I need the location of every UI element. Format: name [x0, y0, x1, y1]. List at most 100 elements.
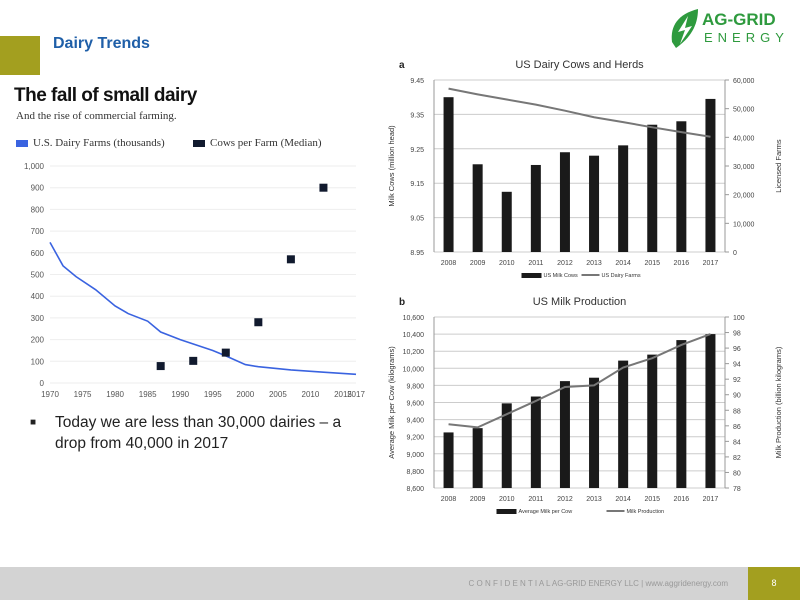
- x-tick-label: 2017: [703, 260, 719, 267]
- bar: [589, 155, 600, 252]
- bar: [559, 381, 570, 488]
- y2-tick-label: 86: [733, 424, 741, 431]
- y-tick-label: 9,600: [406, 401, 424, 408]
- bar: [559, 152, 570, 252]
- bar: [676, 121, 687, 252]
- y-tick-label: 1,000: [24, 162, 45, 171]
- legend-swatch-bar: [496, 509, 517, 514]
- x-tick-label: 2014: [615, 496, 631, 503]
- cows-per-farm-point: [286, 255, 295, 264]
- legend-item-cows: Cows per Farm (Median): [193, 137, 322, 149]
- y-tick-label: 10,000: [403, 366, 425, 373]
- y-tick-label: 10,200: [403, 349, 425, 356]
- y2-tick-label: 10,000: [733, 221, 755, 228]
- x-tick-label: 2017: [347, 390, 365, 399]
- y2-tick-label: 90: [733, 393, 741, 400]
- x-tick-label: 2005: [269, 390, 287, 399]
- bar: [705, 98, 716, 252]
- bullet-point: ■ Today we are less than 30,000 dairies –…: [30, 412, 375, 454]
- x-tick-label: 1980: [106, 390, 124, 399]
- y2-tick-label: 82: [733, 455, 741, 462]
- x-tick-label: 2015: [334, 390, 352, 399]
- x-tick-label: 2016: [674, 496, 690, 503]
- x-tick-label: 2015: [644, 496, 660, 503]
- y2-tick-label: 100: [733, 315, 745, 322]
- footer-bar: C O N F I D E N T I A L AG-GRID ENERGY L…: [0, 567, 748, 600]
- logo-text: AG-GRID: [702, 10, 776, 29]
- y-tick-label: 10,600: [403, 315, 425, 322]
- bullet-text: Today we are less than 30,000 dairies – …: [55, 414, 342, 452]
- page-number: 8: [748, 567, 800, 600]
- bar: [676, 340, 687, 488]
- x-tick-label: 2016: [674, 260, 690, 267]
- legend-label: Cows per Farm (Median): [210, 137, 322, 149]
- y2-tick-label: 98: [733, 331, 741, 338]
- legend-label: Average Milk per Cow: [519, 509, 573, 515]
- y-axis-label: Average Milk per Cow (kilograms): [387, 346, 396, 459]
- y-tick-label: 9,800: [406, 383, 424, 390]
- y-tick-label: 9.05: [410, 216, 424, 223]
- bar: [705, 334, 716, 488]
- x-tick-label: 2009: [470, 260, 486, 267]
- x-tick-label: 2010: [302, 390, 320, 399]
- y-tick-label: 700: [31, 227, 45, 236]
- chart-dairy-cows-herds: a US Dairy Cows and Herds 8.95 9.05 9.15 9.25…: [387, 59, 783, 279]
- x-tick-label: 2015: [644, 260, 660, 267]
- y-tick-label: 9.45: [410, 78, 424, 85]
- chart-title: US Dairy Cows and Herds: [515, 59, 644, 71]
- legend-item-farms: U.S. Dairy Farms (thousands): [16, 137, 165, 149]
- slide-title: Dairy Trends: [53, 35, 150, 52]
- bar: [443, 97, 454, 252]
- legend-label: Milk Production: [627, 509, 665, 515]
- bar: [618, 360, 629, 488]
- y2-tick-label: 30,000: [733, 164, 755, 171]
- leaf-bolt-icon: [671, 9, 698, 48]
- y-tick-label: 10,400: [403, 332, 425, 339]
- y2-axis-label: Licensed Farms: [774, 139, 783, 193]
- bar: [647, 354, 658, 488]
- bar: [443, 432, 454, 488]
- x-tick-label: 1990: [171, 390, 189, 399]
- legend-label: US Milk Cows: [544, 273, 578, 279]
- y-tick-label: 8.95: [410, 250, 424, 257]
- bar: [472, 164, 483, 252]
- line-series: [448, 87, 711, 138]
- y-tick-label: 100: [31, 357, 45, 366]
- y-tick-label: 200: [31, 336, 45, 345]
- x-tick-label: 1995: [204, 390, 222, 399]
- y-tick-label: 8,600: [406, 486, 424, 493]
- y-tick-label: 9.25: [410, 147, 424, 154]
- legend-label: U.S. Dairy Farms (thousands): [33, 137, 165, 149]
- y-tick-label: 800: [31, 205, 45, 214]
- bar: [472, 428, 483, 488]
- y-tick-label: 300: [31, 314, 45, 323]
- bullet-icon: ■: [30, 417, 37, 428]
- legend-swatch-bar: [521, 273, 542, 278]
- x-tick-label: 2011: [528, 260, 543, 267]
- x-tick-label: 2000: [236, 390, 254, 399]
- x-tick-label: 2008: [441, 496, 457, 503]
- x-tick-label: 2010: [499, 260, 515, 267]
- y-tick-label: 9,000: [406, 452, 424, 459]
- bar: [618, 145, 629, 252]
- y2-tick-label: 40,000: [733, 135, 755, 142]
- cows-per-farm-point: [156, 362, 165, 371]
- farms-line: [49, 241, 357, 376]
- x-tick-label: 1975: [74, 390, 92, 399]
- x-tick-label: 2014: [615, 260, 631, 267]
- x-tick-label: 2012: [557, 496, 573, 503]
- x-tick-label: 2011: [528, 496, 543, 503]
- cows-per-farm-point: [221, 348, 230, 357]
- y2-tick-label: 60,000: [733, 78, 755, 85]
- cows-per-farm-point: [189, 356, 198, 365]
- y2-tick-label: 78: [733, 486, 741, 493]
- y2-tick-label: 0: [733, 250, 737, 257]
- title-accent-bar: [0, 36, 40, 75]
- footer-text: C O N F I D E N T I A L AG-GRID ENERGY L…: [468, 579, 729, 588]
- y2-tick-label: 92: [733, 377, 741, 384]
- x-tick-label: 1985: [139, 390, 157, 399]
- legend-label: US Dairy Farms: [602, 273, 641, 279]
- bar: [501, 191, 512, 252]
- y2-tick-label: 94: [733, 362, 741, 369]
- chart1-subtitle: And the rise of commercial farming.: [16, 110, 177, 122]
